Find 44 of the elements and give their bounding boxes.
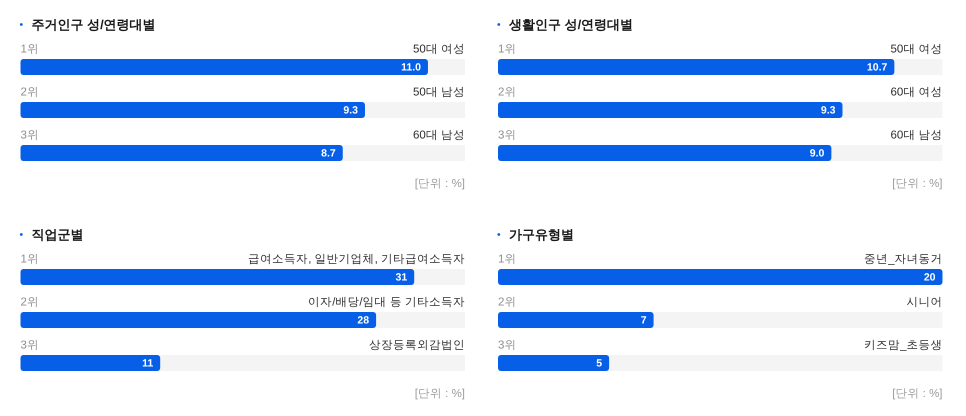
data-label: 28 bbox=[357, 314, 370, 327]
chart-title: 직업군별 bbox=[32, 227, 84, 242]
text: [단위 : %] bbox=[414, 388, 465, 400]
data-label: 9.3 bbox=[343, 104, 358, 117]
data-label: 10.7 bbox=[866, 62, 888, 74]
annotation: 2위 bbox=[20, 86, 39, 98]
annotation: 1위 bbox=[20, 44, 39, 56]
data-label: 20 bbox=[924, 272, 936, 284]
text: [단위 : %] bbox=[892, 178, 942, 190]
y-tick-label: 중년_자녀동거 bbox=[864, 254, 942, 266]
annotation: 1위 bbox=[498, 254, 516, 266]
data-label: 11 bbox=[142, 358, 154, 370]
annotation: 2위 bbox=[498, 296, 516, 308]
y-tick-label: 상장등록외감법인 bbox=[369, 340, 465, 352]
data-label: 31 bbox=[396, 272, 408, 284]
data-label: 9.3 bbox=[820, 104, 836, 117]
data-label: 5 bbox=[596, 358, 602, 370]
y-tick-label: 이자/배당/임대 등 기타소득자 bbox=[308, 296, 465, 308]
annotation: 3위 bbox=[498, 130, 516, 142]
chart-title: 주거인구 성/연령대별 bbox=[32, 17, 156, 32]
text: [단위 : %] bbox=[414, 178, 465, 190]
data-label: 7 bbox=[640, 314, 647, 327]
annotation: 3위 bbox=[498, 340, 516, 352]
data-label: 9.0 bbox=[810, 148, 825, 160]
y-tick-label: 50대 남성 bbox=[413, 86, 465, 98]
text: [단위 : %] bbox=[892, 388, 942, 400]
y-tick-label: 60대 남성 bbox=[413, 130, 465, 142]
y-tick-label: 60대 남성 bbox=[890, 130, 942, 142]
y-tick-label: 60대 여성 bbox=[890, 86, 942, 98]
y-tick-label: 50대 여성 bbox=[890, 44, 942, 56]
annotation: 2위 bbox=[20, 296, 39, 308]
annotation: 2위 bbox=[498, 86, 516, 98]
annotation: 1위 bbox=[20, 254, 39, 266]
annotation: 3위 bbox=[20, 130, 39, 142]
annotation: 3위 bbox=[20, 340, 39, 352]
data-label: 8.7 bbox=[321, 148, 336, 160]
chart-title: 생활인구 성/연령대별 bbox=[508, 17, 634, 32]
y-tick-label: 시니어 bbox=[906, 296, 942, 308]
y-tick-label: 키즈맘_초등생 bbox=[864, 340, 942, 352]
y-tick-label: 급여소득자, 일반기업체, 기타급여소득자 bbox=[248, 254, 465, 266]
chart-title: 가구유형별 bbox=[509, 227, 574, 242]
annotation: 1위 bbox=[498, 44, 516, 56]
data-label: 11.0 bbox=[401, 62, 422, 74]
y-tick-label: 50대 여성 bbox=[413, 44, 465, 56]
